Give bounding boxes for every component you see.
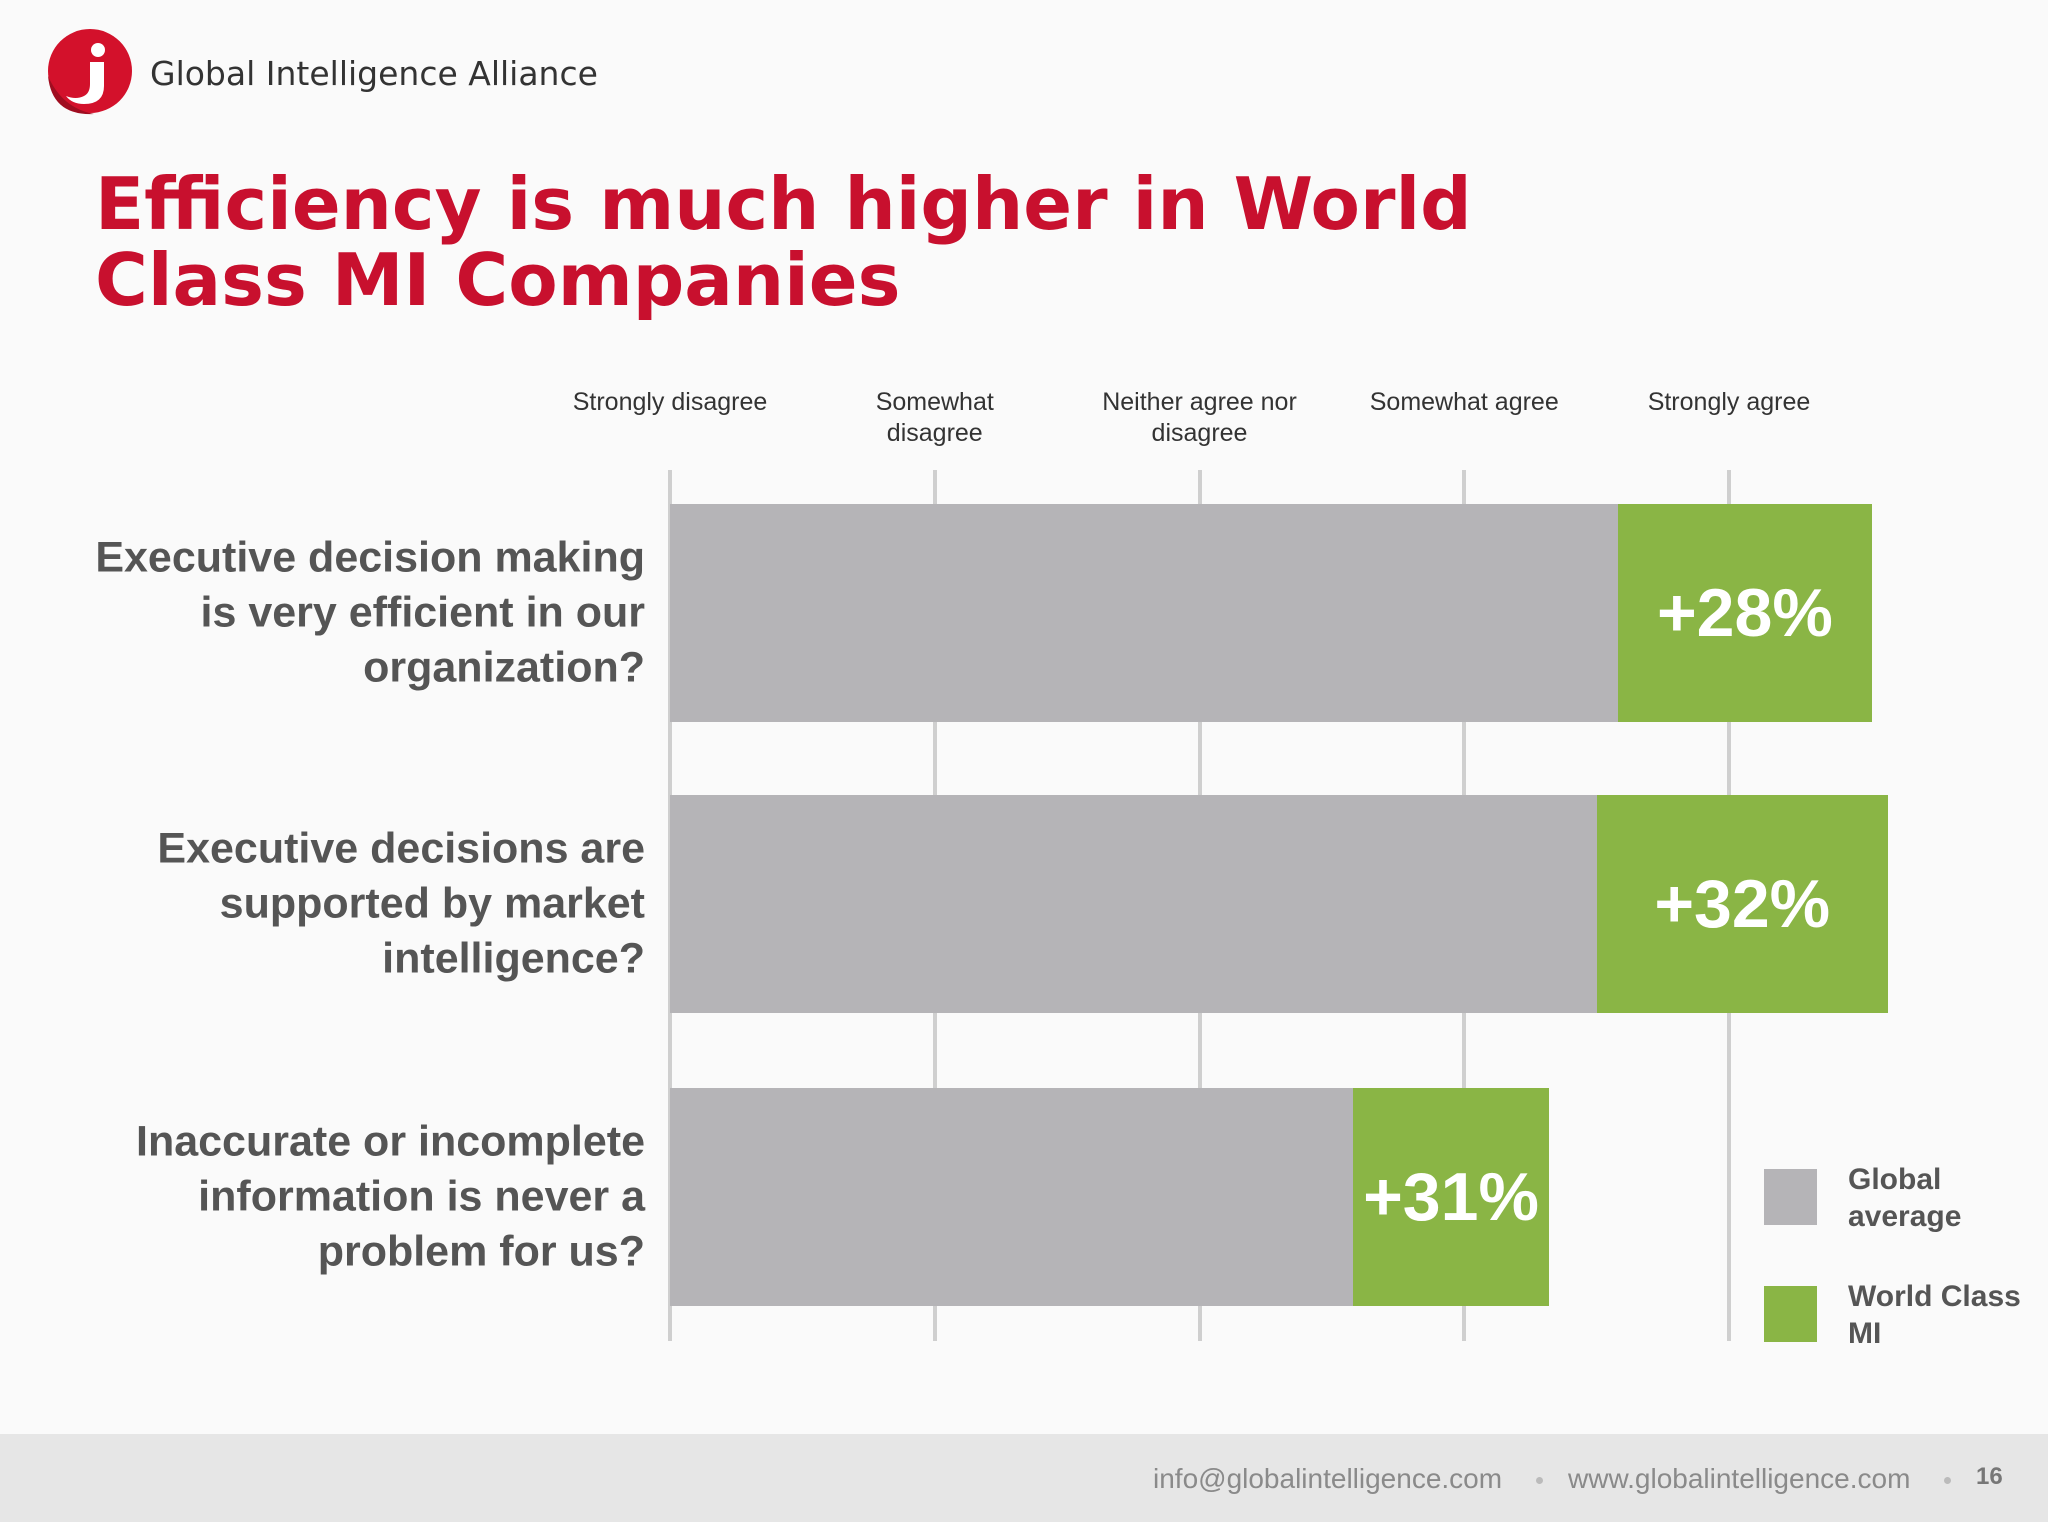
bar-segment: +28% xyxy=(1617,504,1872,722)
separator xyxy=(1944,1477,1951,1484)
logo xyxy=(48,29,132,115)
footer xyxy=(0,1434,2048,1522)
bar-segment: +31% xyxy=(1353,1088,1549,1306)
x-tick-label: Strongly agree xyxy=(1647,388,1811,416)
separator xyxy=(1536,1477,1543,1484)
page-number: 16 xyxy=(1976,1463,2003,1490)
annotation: +31% xyxy=(1363,1159,1539,1235)
bar-segment xyxy=(670,504,1618,722)
footer-website: www.globalintelligence.com xyxy=(1568,1463,1911,1494)
category-label: Executive decisions are supported by mar… xyxy=(157,824,645,983)
x-tick-label: Neither agree nor disagree xyxy=(1102,388,1297,447)
bar-segment xyxy=(670,1088,1354,1306)
bar-segment xyxy=(670,795,1597,1013)
x-tick-label: Strongly disagree xyxy=(572,388,768,416)
category-label: Executive decision making is very effici… xyxy=(95,533,645,692)
legend-swatch xyxy=(1764,1286,1817,1342)
brand-name: Global Intelligence Alliance xyxy=(150,54,598,93)
footer-email: info@globalintelligence.com xyxy=(1153,1463,1503,1494)
legend-label: World Class MI xyxy=(1848,1280,2021,1350)
category-label: Inaccurate or incomplete information is … xyxy=(136,1117,645,1276)
chart-title: Efficiency is much higher in World Class… xyxy=(95,162,1472,322)
legend-label: Global average xyxy=(1848,1163,1962,1233)
annotation: +28% xyxy=(1656,575,1833,651)
legend-swatch xyxy=(1764,1169,1817,1225)
x-tick-label: Somewhat disagree xyxy=(875,388,994,447)
annotation: +32% xyxy=(1654,866,1831,942)
x-tick-label: Somewhat agree xyxy=(1369,388,1559,416)
bar-segment: +32% xyxy=(1596,795,1888,1013)
